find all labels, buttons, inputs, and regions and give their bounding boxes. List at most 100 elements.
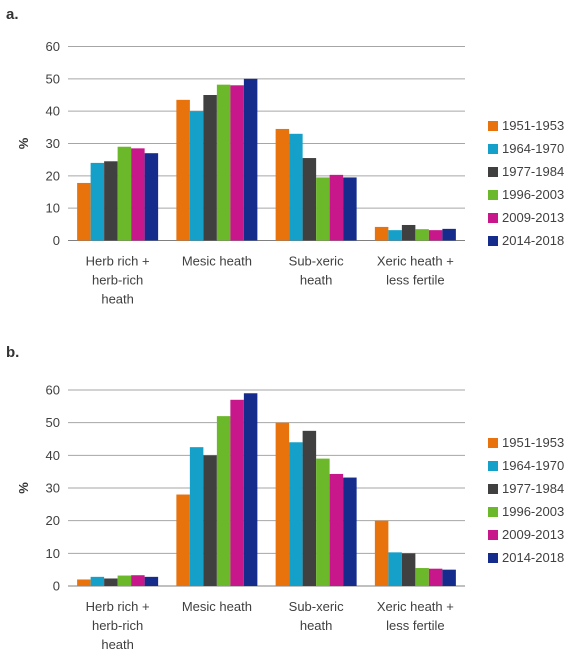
panel-a-bar-1951-1953 [275, 128, 290, 241]
panel-b-y-tick-label: 20 [46, 513, 60, 528]
panel-a-legend-label: 1964-1970 [502, 141, 564, 156]
panel-b-bar-2014-2018 [442, 569, 456, 586]
panel-a-legend-label: 2009-2013 [502, 210, 564, 225]
panel-a-bar-2014-2018 [243, 78, 258, 241]
panel-a-y-tick-label: 20 [46, 168, 60, 183]
panel-a-y-tick-label: 60 [46, 39, 60, 54]
panel-b-legend-label: 1996-2003 [502, 504, 564, 519]
panel-b-legend-swatch [488, 553, 498, 563]
panel-b-category-label: Mesic heath [182, 599, 252, 614]
panel-a-y-tick-label: 50 [46, 71, 60, 86]
panel-a-legend-swatch [488, 190, 498, 200]
panel-b-y-tick-label: 60 [46, 383, 60, 398]
panel-a-bar-1951-1953 [176, 99, 190, 241]
panel-a-category-label: Sub-xeric [289, 254, 344, 269]
panel-a-bar-1996-2003 [316, 177, 330, 241]
panel-b-bar-1977-1984 [203, 455, 217, 586]
panel-b-bar-1996-2003 [415, 568, 429, 586]
panel-a-bar-1977-1984 [203, 95, 217, 241]
panel-a-legend-label: 1996-2003 [502, 187, 564, 202]
panel-a-y-tick-label: 40 [46, 104, 60, 119]
panel-b-bar-2014-2018 [343, 477, 357, 586]
panel-b-bar-2009-2013 [131, 575, 145, 586]
panel-b-y-tick-label: 10 [46, 546, 60, 561]
panel-a-legend-label: 1977-1984 [502, 164, 564, 179]
panel-a-category-label: heath [300, 273, 333, 288]
panel-b-category-label: herb-rich [92, 618, 143, 633]
panel-b-legend-swatch [488, 530, 498, 540]
panel-b-y-tick-label: 30 [46, 481, 60, 496]
panel-a-legend-label: 2014-2018 [502, 233, 564, 248]
panel-b-legend-label: 1977-1984 [502, 481, 564, 496]
panel-a-bar-1951-1953 [77, 182, 91, 241]
panel-b-legend-swatch [488, 438, 498, 448]
panel-b-bar-1964-1970 [90, 576, 105, 586]
panel-b-bar-2014-2018 [144, 576, 159, 586]
panel-a-y-tick-label: 0 [53, 233, 60, 248]
panel-a-y-tick-label: 30 [46, 136, 60, 151]
panel-b-legend-label: 2009-2013 [502, 527, 564, 542]
panel-b-legend-label: 1951-1953 [502, 435, 564, 450]
panel-b-bar-1996-2003 [117, 575, 132, 586]
panel-b-legend-swatch [488, 461, 498, 471]
panel-a-bar-1996-2003 [117, 146, 132, 241]
panel-a-bar-1996-2003 [216, 84, 231, 241]
panel-a-legend-swatch [488, 167, 498, 177]
panel-a-category-label: less fertile [386, 273, 445, 288]
panel-a-category-label: heath [101, 292, 134, 307]
panel-a-category-label: Herb rich + [86, 254, 150, 269]
panel-b-bar-1951-1953 [77, 579, 91, 586]
panel-a-bar-1964-1970 [388, 230, 402, 241]
panel-a-bar-1964-1970 [289, 133, 303, 241]
panel-b-label: b. [6, 344, 20, 361]
panel-a-bar-2009-2013 [428, 230, 443, 241]
panel-b-bar-1977-1984 [401, 553, 416, 586]
panel-b-category-label: heath [101, 637, 134, 652]
panel-a-bar-2009-2013 [329, 174, 344, 241]
panel-a-bar-1964-1970 [90, 162, 105, 241]
panel-a-bar-1977-1984 [401, 224, 416, 241]
panel-a-legend-swatch [488, 121, 498, 131]
panel-b-category-label: Xeric heath + [377, 599, 454, 614]
panel-a-bar-1996-2003 [415, 229, 429, 241]
panel-a-bar-2014-2018 [343, 177, 357, 241]
panel-b-legend-label: 1964-1970 [502, 458, 564, 473]
panel-b-bar-1951-1953 [275, 422, 290, 586]
panel-b-y-tick-label: 0 [53, 579, 60, 594]
panel-b-bar-1977-1984 [302, 430, 317, 586]
panel-b-bar-1964-1970 [189, 447, 204, 586]
panel-b-bar-2009-2013 [428, 568, 443, 586]
panel-b-y-tick-label: 50 [46, 415, 60, 430]
panel-b-category-label: Herb rich + [86, 599, 150, 614]
panel-b-legend-swatch [488, 484, 498, 494]
panel-a-y-tick-label: 10 [46, 201, 60, 216]
panel-b-y-axis-label: % [16, 482, 31, 494]
panel-a-legend-swatch [488, 144, 498, 154]
panel-a-label: a. [6, 6, 19, 23]
panel-b-category-label: heath [300, 618, 333, 633]
panel-b-category-label: Sub-xeric [289, 599, 344, 614]
panel-a-legend-swatch [488, 213, 498, 223]
panel-a-legend-label: 1951-1953 [502, 118, 564, 133]
panel-b-legend-label: 2014-2018 [502, 550, 564, 565]
panel-a-bar-2009-2013 [131, 148, 145, 241]
panel-b-category-label: less fertile [386, 618, 445, 633]
panel-a-bar-1977-1984 [104, 161, 118, 241]
panel-a-category-label: herb-rich [92, 273, 143, 288]
panel-b-bar-2009-2013 [230, 399, 244, 586]
panel-b-bar-2009-2013 [329, 473, 344, 586]
panel-a-bar-1951-1953 [374, 226, 389, 241]
panel-a-bar-1964-1970 [189, 111, 204, 241]
panel-a-bar-1977-1984 [302, 158, 317, 241]
panel-a-y-axis-label: % [16, 137, 31, 149]
panel-b-y-tick-label: 40 [46, 448, 60, 463]
panel-b-bar-1996-2003 [216, 416, 231, 586]
panel-a-bar-2014-2018 [144, 153, 159, 241]
panel-a-category-label: Mesic heath [182, 254, 252, 269]
panel-b-bar-1951-1953 [374, 520, 389, 586]
panel-b-bar-1964-1970 [289, 442, 303, 586]
panel-b-bar-1996-2003 [316, 458, 330, 586]
panel-b-bar-1977-1984 [104, 578, 118, 586]
panel-a-bar-2009-2013 [230, 85, 244, 241]
